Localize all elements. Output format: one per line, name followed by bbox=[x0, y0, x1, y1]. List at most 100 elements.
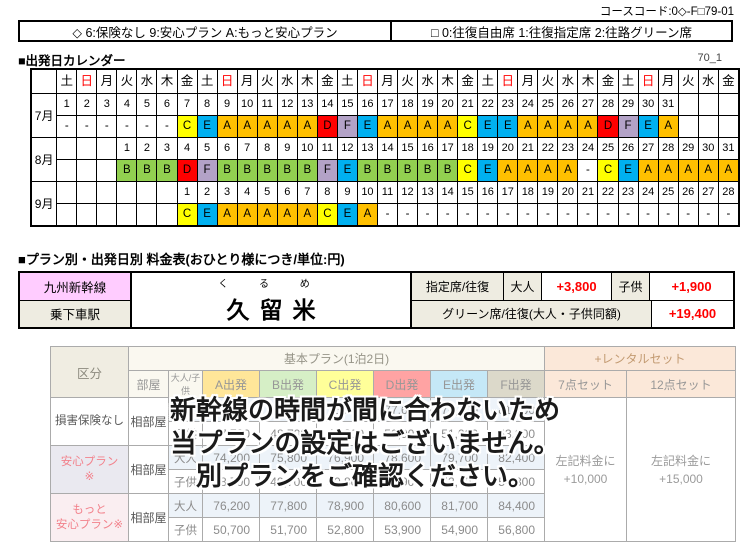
departure-code-cell[interactable]: A bbox=[557, 115, 579, 138]
calendar-date-cell[interactable]: 22 bbox=[537, 137, 559, 160]
departure-code-cell[interactable]: - bbox=[397, 203, 419, 227]
calendar-date-cell[interactable]: 7 bbox=[236, 137, 258, 160]
departure-code-cell[interactable]: B bbox=[397, 159, 419, 182]
departure-code-cell[interactable]: E bbox=[336, 203, 358, 227]
departure-code-cell[interactable]: A bbox=[437, 115, 459, 138]
calendar-date-cell[interactable]: 6 bbox=[276, 181, 298, 204]
departure-code-cell[interactable]: - bbox=[597, 203, 619, 227]
calendar-date-cell[interactable]: 15 bbox=[336, 93, 358, 116]
departure-code-cell[interactable]: A bbox=[236, 115, 258, 138]
departure-code-cell[interactable]: - bbox=[617, 203, 639, 227]
departure-code-cell[interactable]: - bbox=[116, 115, 138, 138]
departure-code-cell[interactable]: A bbox=[717, 159, 740, 182]
departure-code-cell[interactable]: A bbox=[376, 115, 399, 138]
calendar-date-cell[interactable]: 23 bbox=[617, 181, 639, 204]
departure-code-cell[interactable]: A bbox=[296, 115, 318, 138]
departure-code-cell[interactable]: - bbox=[76, 115, 98, 138]
calendar-date-cell[interactable]: 10 bbox=[356, 181, 378, 204]
calendar-date-cell[interactable]: 28 bbox=[597, 93, 619, 116]
departure-code-cell[interactable]: - bbox=[577, 203, 599, 227]
departure-code-cell[interactable]: B bbox=[276, 159, 298, 182]
departure-code-cell[interactable]: E bbox=[336, 159, 358, 182]
calendar-date-cell[interactable]: 28 bbox=[717, 181, 740, 204]
calendar-date-cell[interactable]: 4 bbox=[176, 137, 198, 160]
departure-code-cell[interactable]: E bbox=[497, 115, 519, 138]
calendar-date-cell[interactable]: 6 bbox=[216, 137, 238, 160]
departure-code-cell[interactable]: - bbox=[457, 203, 479, 227]
departure-code-cell[interactable]: - bbox=[477, 203, 499, 227]
departure-code-cell[interactable]: D bbox=[176, 159, 198, 182]
departure-code-cell[interactable]: C bbox=[457, 115, 479, 138]
calendar-date-cell[interactable]: 11 bbox=[316, 137, 338, 160]
departure-code-cell[interactable]: A bbox=[517, 115, 539, 138]
departure-code-cell[interactable]: - bbox=[56, 115, 78, 138]
calendar-date-cell[interactable]: 6 bbox=[156, 93, 178, 116]
departure-code-cell[interactable]: A bbox=[276, 115, 298, 138]
departure-code-cell[interactable]: A bbox=[296, 203, 318, 227]
calendar-date-cell[interactable]: 15 bbox=[457, 181, 479, 204]
calendar-date-cell[interactable]: 14 bbox=[376, 137, 399, 160]
calendar-date-cell[interactable]: 9 bbox=[336, 181, 358, 204]
calendar-date-cell[interactable]: 21 bbox=[577, 181, 599, 204]
calendar-date-cell[interactable]: 8 bbox=[256, 137, 278, 160]
calendar-date-cell[interactable]: 13 bbox=[356, 137, 378, 160]
departure-code-cell[interactable]: A bbox=[236, 203, 258, 227]
calendar-date-cell[interactable]: 13 bbox=[417, 181, 439, 204]
calendar-date-cell[interactable]: 17 bbox=[497, 181, 519, 204]
departure-code-cell[interactable]: A bbox=[397, 115, 419, 138]
departure-code-cell[interactable]: B bbox=[356, 159, 378, 182]
departure-code-cell[interactable]: - bbox=[376, 203, 399, 227]
calendar-date-cell[interactable]: 20 bbox=[497, 137, 519, 160]
departure-code-cell[interactable]: C bbox=[176, 115, 198, 138]
calendar-date-cell[interactable]: 19 bbox=[417, 93, 439, 116]
departure-code-cell[interactable]: - bbox=[417, 203, 439, 227]
departure-code-cell[interactable]: D bbox=[316, 115, 338, 138]
calendar-date-cell[interactable]: 25 bbox=[597, 137, 619, 160]
departure-code-cell[interactable]: - bbox=[537, 203, 559, 227]
calendar-date-cell[interactable]: 5 bbox=[256, 181, 278, 204]
calendar-date-cell[interactable]: 4 bbox=[116, 93, 138, 116]
departure-code-cell[interactable]: A bbox=[557, 159, 579, 182]
departure-code-cell[interactable]: F bbox=[617, 115, 639, 138]
calendar-date-cell[interactable]: 12 bbox=[276, 93, 298, 116]
departure-code-cell[interactable]: - bbox=[637, 203, 659, 227]
calendar-date-cell[interactable]: 5 bbox=[196, 137, 218, 160]
departure-code-cell[interactable]: E bbox=[477, 115, 499, 138]
calendar-date-cell[interactable]: 31 bbox=[657, 93, 679, 116]
departure-code-cell[interactable]: - bbox=[657, 203, 679, 227]
departure-code-cell[interactable]: B bbox=[156, 159, 178, 182]
departure-code-cell[interactable]: E bbox=[617, 159, 639, 182]
calendar-date-cell[interactable]: 4 bbox=[236, 181, 258, 204]
calendar-date-cell[interactable]: 26 bbox=[617, 137, 639, 160]
departure-code-cell[interactable]: A bbox=[276, 203, 298, 227]
departure-code-cell[interactable]: B bbox=[256, 159, 278, 182]
calendar-date-cell[interactable]: 16 bbox=[417, 137, 439, 160]
departure-code-cell[interactable]: A bbox=[356, 203, 378, 227]
departure-code-cell[interactable]: E bbox=[637, 115, 659, 138]
departure-code-cell[interactable]: A bbox=[697, 159, 719, 182]
calendar-date-cell[interactable]: 12 bbox=[397, 181, 419, 204]
calendar-date-cell[interactable]: 31 bbox=[717, 137, 740, 160]
calendar-date-cell[interactable]: 19 bbox=[537, 181, 559, 204]
calendar-date-cell[interactable]: 18 bbox=[517, 181, 539, 204]
calendar-date-cell[interactable]: 1 bbox=[176, 181, 198, 204]
departure-code-cell[interactable]: - bbox=[677, 203, 699, 227]
departure-code-cell[interactable]: B bbox=[296, 159, 318, 182]
calendar-date-cell[interactable]: 20 bbox=[437, 93, 459, 116]
calendar-date-cell[interactable]: 27 bbox=[697, 181, 719, 204]
calendar-date-cell[interactable]: 19 bbox=[477, 137, 499, 160]
calendar-date-cell[interactable]: 22 bbox=[597, 181, 619, 204]
calendar-date-cell[interactable]: 9 bbox=[216, 93, 238, 116]
departure-code-cell[interactable]: B bbox=[437, 159, 459, 182]
departure-code-cell[interactable]: - bbox=[136, 115, 158, 138]
calendar-date-cell[interactable]: 26 bbox=[677, 181, 699, 204]
calendar-date-cell[interactable]: 27 bbox=[577, 93, 599, 116]
calendar-date-cell[interactable]: 14 bbox=[437, 181, 459, 204]
calendar-date-cell[interactable]: 24 bbox=[517, 93, 539, 116]
departure-code-cell[interactable]: A bbox=[417, 115, 439, 138]
calendar-date-cell[interactable]: 10 bbox=[236, 93, 258, 116]
departure-code-cell[interactable]: - bbox=[437, 203, 459, 227]
calendar-date-cell[interactable]: 12 bbox=[336, 137, 358, 160]
calendar-date-cell[interactable]: 16 bbox=[477, 181, 499, 204]
calendar-date-cell[interactable]: 1 bbox=[56, 93, 78, 116]
